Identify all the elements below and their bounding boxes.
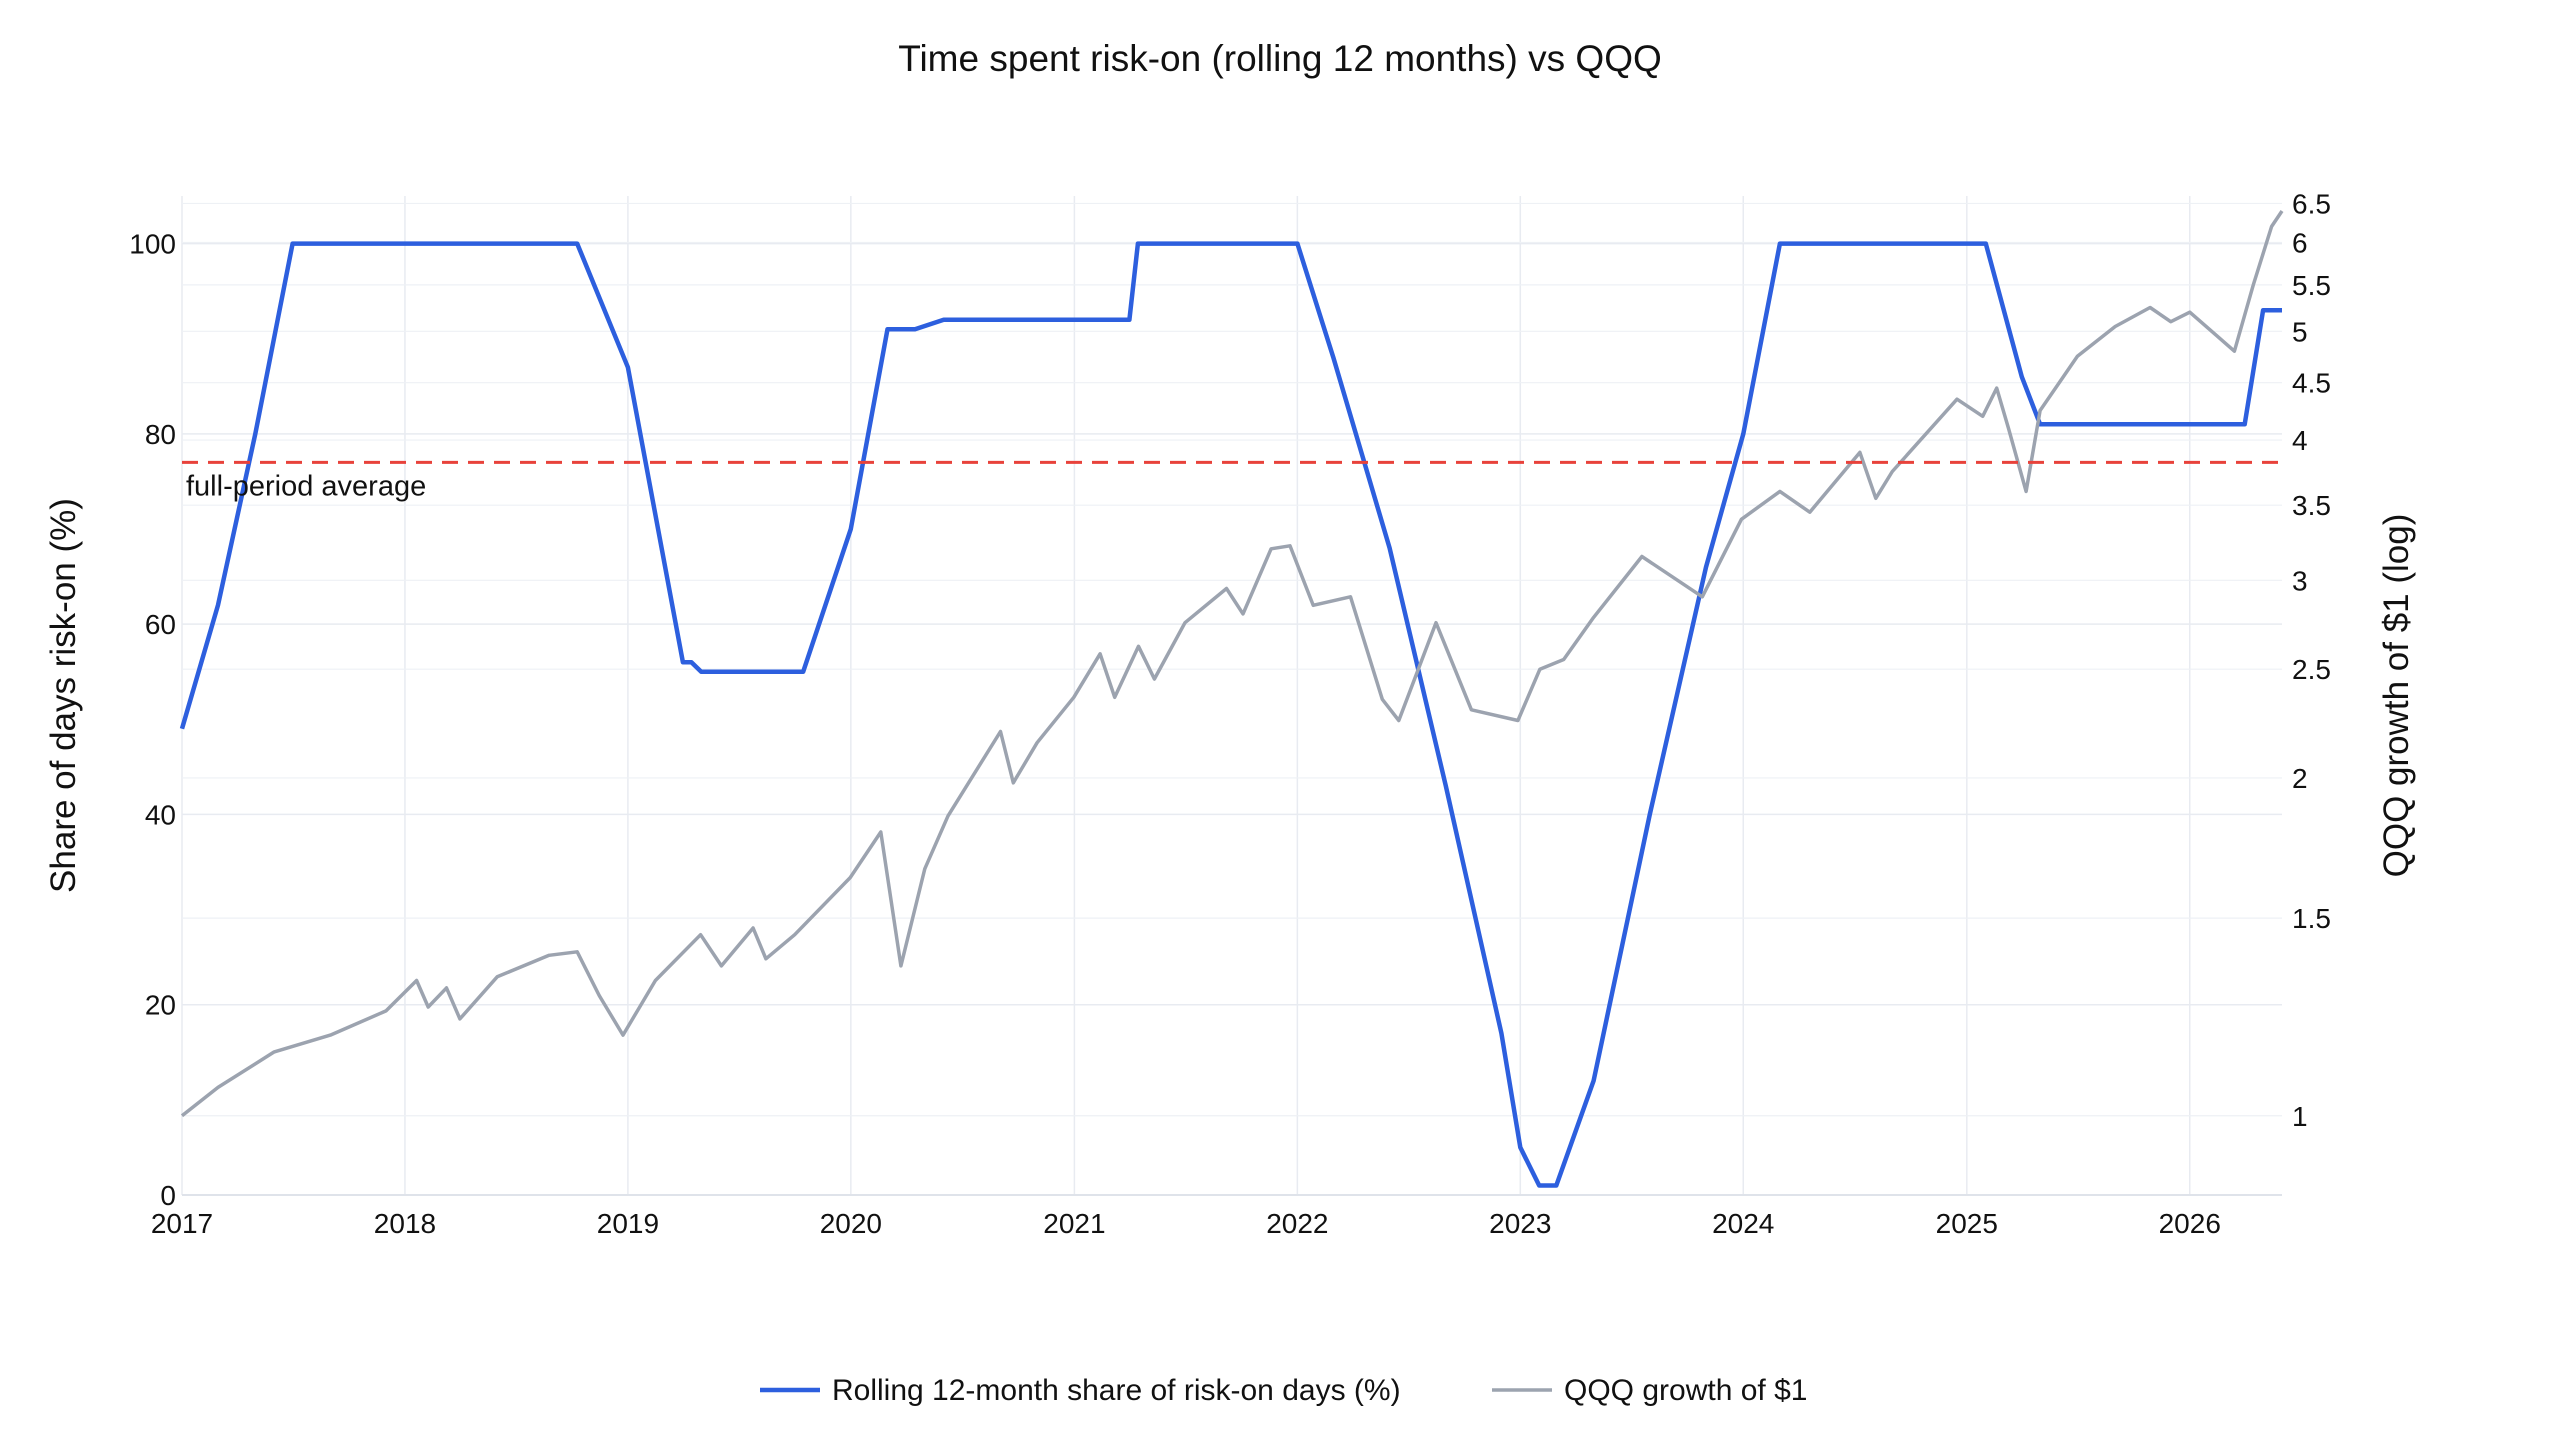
y-left-tick-label: 80 [145, 419, 176, 450]
x-tick-label: 2017 [151, 1208, 213, 1239]
risk-on-share-line [179, 241, 2282, 1188]
y-right-tick-label: 3.5 [2292, 490, 2331, 521]
x-tick-label: 2019 [597, 1208, 659, 1239]
y-left-tick-label: 60 [145, 609, 176, 640]
y-left-axis-title: Share of days risk-on (%) [44, 498, 83, 893]
qqq-growth-line [180, 210, 2284, 1118]
y-right-tick-label: 1 [2292, 1101, 2308, 1132]
average-reference-label: full-period average [186, 470, 426, 502]
legend-label: QQQ growth of $1 [1564, 1374, 1807, 1407]
y-right-tick-label: 3 [2292, 565, 2308, 596]
x-tick-label: 2025 [1936, 1208, 1998, 1239]
chart-title: Time spent risk-on (rolling 12 months) v… [898, 38, 1662, 79]
x-tick-label: 2020 [820, 1208, 882, 1239]
y-left-tick-label: 40 [145, 799, 176, 830]
y-right-tick-label: 6.5 [2292, 188, 2331, 219]
x-tick-label: 2022 [1266, 1208, 1328, 1239]
y-right-tick-label: 2 [2292, 763, 2308, 794]
x-tick-label: 2018 [374, 1208, 436, 1239]
y-left-tick-label: 20 [145, 990, 176, 1021]
y-right-tick-label: 5.5 [2292, 270, 2331, 301]
y-right-tick-label: 1.5 [2292, 903, 2331, 934]
y-right-tick-label: 4.5 [2292, 368, 2331, 399]
x-tick-label: 2021 [1043, 1208, 1105, 1239]
y-right-tick-label: 6 [2292, 227, 2308, 258]
x-tick-label: 2023 [1489, 1208, 1551, 1239]
y-left-tick-label: 0 [160, 1180, 176, 1211]
y-right-tick-label: 4 [2292, 425, 2308, 456]
y-right-axis-title: QQQ growth of $1 (log) [2377, 514, 2416, 878]
x-tick-label: 2024 [1712, 1208, 1774, 1239]
legend-label: Rolling 12-month share of risk-on days (… [832, 1374, 1401, 1407]
y-right-tick-label: 2.5 [2292, 654, 2331, 685]
x-tick-label: 2026 [2159, 1208, 2221, 1239]
y-right-tick-label: 5 [2292, 316, 2308, 347]
y-left-tick-label: 100 [129, 229, 176, 260]
